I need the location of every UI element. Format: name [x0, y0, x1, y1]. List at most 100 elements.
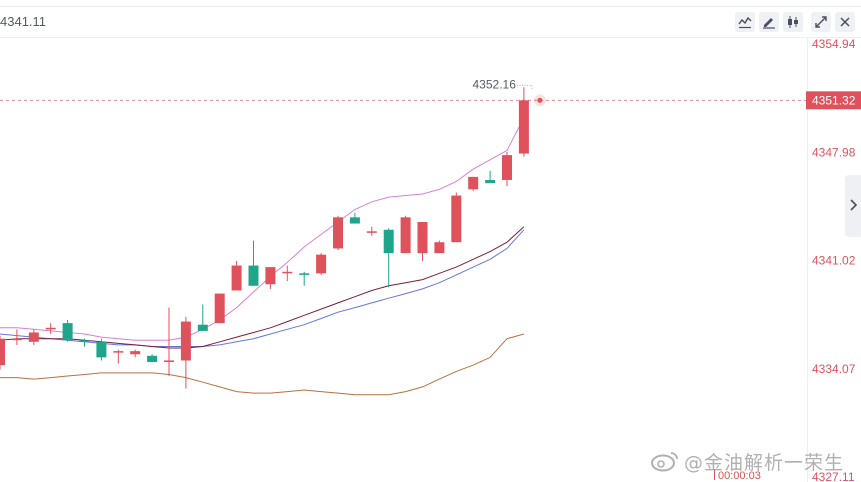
candle: [0, 335, 5, 370]
candle-body: [28, 332, 39, 342]
candle: [113, 349, 124, 364]
watermark-text: @金油解析一荣生: [684, 452, 845, 474]
chart-markers: 4352.16: [473, 77, 546, 107]
weibo-icon: [651, 452, 678, 472]
candle-body: [383, 229, 394, 254]
candle-body: [62, 323, 73, 341]
candle-body: [502, 155, 512, 180]
candle-body: [468, 176, 479, 190]
bar-countdown: 00:00:03: [718, 470, 761, 482]
pencil-icon: [763, 18, 775, 29]
candle: [299, 271, 310, 286]
expand-icon: [815, 16, 827, 28]
current-price-tag-label: 4351.32: [812, 93, 856, 107]
price-tick-label: 4334.07: [812, 362, 856, 376]
candle: [28, 329, 39, 345]
ma-blue-line: [0, 229, 525, 347]
candle-body: [400, 217, 411, 254]
candle-body: [282, 271, 293, 274]
candle: [130, 349, 141, 358]
candle: [197, 304, 208, 331]
candle-body: [299, 273, 310, 275]
candle: [164, 307, 174, 377]
indicator-lines: [0, 117, 525, 396]
candle: [468, 176, 479, 191]
candle-body: [214, 293, 225, 324]
price-tick-label: 4327.11: [812, 470, 855, 482]
candle-body: [0, 338, 5, 366]
upper-band-line: [0, 117, 525, 341]
chart-header: 4341.11: [0, 0, 861, 38]
price-tick-label: 4354.94: [812, 37, 856, 51]
candle: [502, 151, 512, 187]
chevron-right-icon: [850, 199, 858, 211]
candle-body: [316, 254, 327, 274]
candle: [180, 316, 191, 389]
draw-button[interactable]: [759, 12, 779, 32]
candle-body: [96, 341, 107, 358]
candle: [316, 253, 327, 275]
candle: [349, 212, 360, 224]
candle: [79, 338, 90, 347]
candle-body: [180, 321, 191, 361]
candle-body: [333, 217, 343, 249]
candle-body: [417, 221, 428, 254]
candle-body: [231, 265, 242, 291]
candle: [417, 221, 428, 261]
candle: [400, 215, 411, 254]
candle-body: [366, 231, 377, 233]
candle: [214, 293, 225, 324]
candle: [62, 320, 73, 342]
current-price-tag: [806, 91, 861, 110]
candle-body: [113, 351, 124, 353]
ma-dark-line: [0, 226, 525, 349]
candle-body: [434, 242, 445, 254]
candle: [96, 338, 107, 361]
expand-button[interactable]: [811, 12, 831, 32]
candle-body: [11, 338, 22, 341]
candle: [485, 170, 496, 184]
candle-body: [147, 355, 158, 363]
lower-band-line: [0, 333, 525, 396]
close-button[interactable]: [835, 12, 855, 32]
candlestick-icon: [788, 16, 798, 28]
line-chart-icon: [738, 16, 752, 29]
candle: [434, 240, 445, 254]
candle-body: [45, 327, 56, 330]
candle-body: [197, 324, 208, 331]
candle: [333, 215, 343, 250]
candle: [265, 267, 276, 289]
price-readout: 4341.11: [0, 14, 47, 29]
candle-body: [130, 351, 141, 355]
price-tick-label: 4341.02: [812, 254, 856, 268]
candle: [248, 240, 259, 286]
candle-body: [265, 267, 276, 285]
candle-body: [349, 217, 360, 224]
price-tick-label: 4347.98: [812, 145, 856, 159]
close-icon: [840, 17, 850, 27]
candle-body: [518, 100, 529, 154]
candle: [231, 260, 242, 291]
candle-body: [248, 265, 259, 286]
side-panel-toggle[interactable]: [845, 175, 861, 237]
candle-body: [451, 195, 462, 243]
candle: [45, 323, 56, 335]
candle: [451, 192, 462, 243]
candle-body: [79, 340, 90, 342]
price-axis: 4354.94 4347.98 4341.02 4334.07 4327.11 4351.…: [714, 37, 861, 482]
live-dot: [537, 97, 543, 103]
candles: [0, 87, 529, 389]
candle: [282, 265, 293, 282]
candlestick-style-button[interactable]: [783, 12, 803, 32]
candle: [147, 354, 158, 363]
candle-body: [164, 360, 174, 363]
candle-body: [485, 179, 496, 184]
candle: [518, 87, 529, 157]
candle: [366, 226, 377, 236]
candle: [383, 228, 394, 288]
line-chart-button[interactable]: [735, 12, 755, 32]
high-marker-label: 4352.16: [473, 77, 517, 91]
high-marker-bracket: [516, 84, 533, 91]
candle: [11, 329, 22, 345]
